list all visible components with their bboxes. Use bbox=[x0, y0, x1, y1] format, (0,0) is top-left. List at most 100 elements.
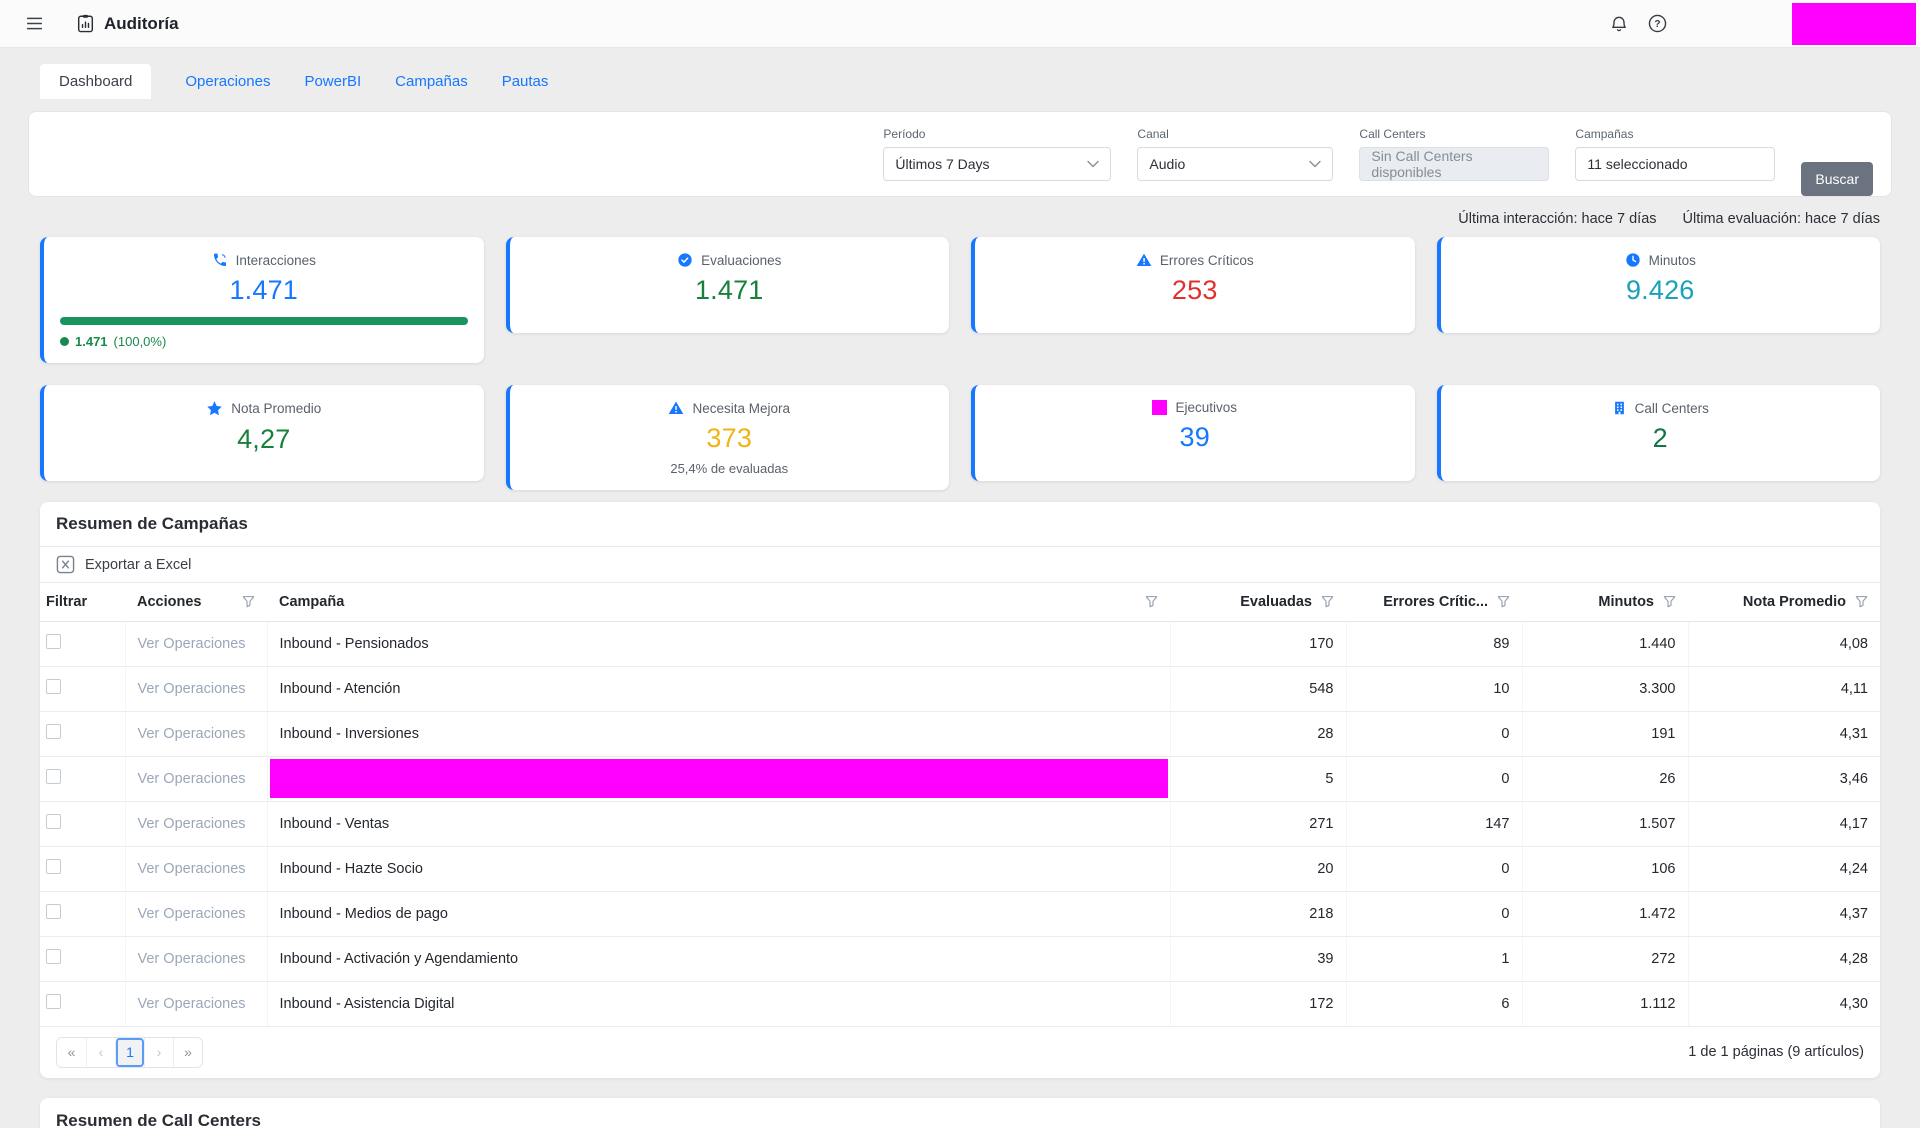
page-next-button[interactable]: › bbox=[144, 1037, 173, 1067]
acciones-cell: Ver Operaciones bbox=[124, 801, 267, 847]
campana-cell: Inbound - Inversiones bbox=[266, 711, 1170, 757]
minutos-cell: 1.507 bbox=[1521, 801, 1688, 847]
errores-criticos-cell: 89 bbox=[1345, 621, 1522, 667]
chevron-down-icon bbox=[1309, 160, 1322, 168]
periodo-select[interactable]: Últimos 7 Days bbox=[883, 147, 1112, 181]
help-icon[interactable]: ? bbox=[1647, 13, 1668, 34]
evaluadas-cell: 28 bbox=[1169, 711, 1346, 757]
table-row: Ver Operaciones Inbound - Activación y Ag… bbox=[40, 936, 1880, 982]
pagination-summary: 1 de 1 páginas (9 artículos) bbox=[1688, 1044, 1864, 1060]
column-header-evaluadas: Evaluadas bbox=[1170, 583, 1346, 622]
phone-icon bbox=[212, 252, 228, 268]
warning-triangle-icon bbox=[668, 400, 684, 416]
row-checkbox[interactable] bbox=[46, 634, 61, 649]
tab-operaciones[interactable]: Operaciones bbox=[185, 73, 271, 90]
kpi-value: 4,27 bbox=[237, 424, 291, 454]
filter-funnel-icon[interactable] bbox=[1663, 595, 1676, 608]
filter-funnel-icon[interactable] bbox=[242, 595, 255, 608]
status-line: Última interacción: hace 7 días Última e… bbox=[40, 211, 1880, 227]
excel-file-icon bbox=[56, 555, 75, 574]
kpi-card-ejecutivos: Ejecutivos 39 bbox=[971, 385, 1415, 481]
kpi-progress-bar bbox=[60, 317, 468, 325]
tab-dashboard[interactable]: Dashboard bbox=[40, 64, 152, 99]
ver-operaciones-link[interactable]: Ver Operaciones bbox=[137, 995, 246, 1012]
campanas-input[interactable] bbox=[1587, 156, 1764, 172]
filtrar-cell bbox=[40, 801, 125, 847]
call-centers-placeholder: Sin Call Centers disponibles bbox=[1371, 148, 1473, 180]
row-checkbox[interactable] bbox=[46, 769, 61, 784]
canal-select[interactable]: Audio bbox=[1137, 147, 1334, 181]
ver-operaciones-link[interactable]: Ver Operaciones bbox=[137, 635, 246, 652]
filter-funnel-icon[interactable] bbox=[1145, 595, 1158, 608]
minutos-cell: 106 bbox=[1521, 846, 1688, 892]
kpi-card-interacciones: Interacciones 1.471 1.471 (100,0%) bbox=[40, 237, 484, 363]
page-first-button[interactable]: « bbox=[57, 1037, 86, 1067]
table-row: Ver Operaciones Inbound - Atención 548 10 3.… bbox=[40, 666, 1880, 712]
row-checkbox[interactable] bbox=[46, 724, 61, 739]
ver-operaciones-link[interactable]: Ver Operaciones bbox=[137, 770, 246, 787]
filtrar-cell bbox=[40, 981, 125, 1027]
tab-bar: Dashboard Operaciones PowerBI Campañas Pauta… bbox=[40, 64, 1880, 99]
ver-operaciones-link[interactable]: Ver Operaciones bbox=[137, 905, 246, 922]
filter-funnel-icon[interactable] bbox=[1855, 595, 1868, 608]
evaluadas-cell: 218 bbox=[1169, 891, 1346, 937]
ver-operaciones-link[interactable]: Ver Operaciones bbox=[137, 815, 246, 832]
page-1-button[interactable]: 1 bbox=[115, 1037, 144, 1067]
kpi-label: Errores Críticos bbox=[1159, 252, 1254, 268]
call-centers-summary-card: Resumen de Call Centers bbox=[40, 1097, 1880, 1128]
ver-operaciones-link[interactable]: Ver Operaciones bbox=[137, 950, 246, 967]
filter-funnel-icon[interactable] bbox=[1321, 595, 1334, 608]
evaluadas-cell: 20 bbox=[1169, 846, 1346, 892]
notifications-bell-icon[interactable] bbox=[1609, 14, 1629, 34]
errores-criticos-cell: 1 bbox=[1345, 936, 1522, 982]
minutos-cell: 26 bbox=[1521, 756, 1688, 802]
kpi-label: Minutos bbox=[1648, 252, 1696, 268]
top-bar: Auditoría ? bbox=[0, 0, 1920, 48]
user-account-redacted-block[interactable] bbox=[1792, 3, 1916, 45]
ver-operaciones-link[interactable]: Ver Operaciones bbox=[137, 860, 246, 877]
acciones-cell: Ver Operaciones bbox=[124, 981, 267, 1027]
acciones-cell: Ver Operaciones bbox=[124, 756, 267, 802]
row-checkbox[interactable] bbox=[46, 994, 61, 1009]
filtrar-cell bbox=[40, 846, 125, 892]
campaign-name: Inbound - Pensionados bbox=[279, 635, 429, 652]
page-last-button[interactable]: » bbox=[173, 1037, 202, 1067]
ver-operaciones-link[interactable]: Ver Operaciones bbox=[137, 680, 246, 697]
minutos-cell: 1.112 bbox=[1521, 981, 1688, 1027]
kpi-subtext: 25,4% de evaluadas bbox=[670, 461, 789, 476]
acciones-cell: Ver Operaciones bbox=[124, 936, 267, 982]
export-excel-button[interactable]: Exportar a Excel bbox=[56, 555, 191, 574]
legend-value: 1.471 bbox=[75, 334, 108, 349]
canal-value: Audio bbox=[1149, 156, 1186, 172]
tab-campa-as[interactable]: Campañas bbox=[395, 73, 468, 90]
page-prev-button[interactable]: ‹ bbox=[86, 1037, 115, 1067]
tab-pautas[interactable]: Pautas bbox=[501, 73, 549, 90]
column-header-nota-promedio: Nota Promedio bbox=[1688, 583, 1880, 622]
row-checkbox[interactable] bbox=[46, 904, 61, 919]
call-centers-field: Call Centers Sin Call Centers disponible… bbox=[1359, 127, 1550, 181]
row-checkbox[interactable] bbox=[46, 859, 61, 874]
ver-operaciones-link[interactable]: Ver Operaciones bbox=[137, 725, 246, 742]
column-header-acciones: Acciones bbox=[125, 583, 267, 622]
hamburger-menu-icon[interactable] bbox=[26, 17, 43, 30]
tab-powerbi[interactable]: PowerBI bbox=[304, 73, 362, 90]
canal-field: Canal Audio bbox=[1137, 127, 1334, 181]
row-checkbox[interactable] bbox=[46, 679, 61, 694]
filter-funnel-icon[interactable] bbox=[1497, 595, 1510, 608]
pagination: « ‹ 1 › » bbox=[56, 1036, 203, 1068]
row-checkbox[interactable] bbox=[46, 814, 61, 829]
campaigns-summary-title: Resumen de Campañas bbox=[40, 502, 1880, 547]
kpi-label: Interacciones bbox=[235, 252, 316, 268]
last-interaction-status: Última interacción: hace 7 días bbox=[1458, 211, 1657, 227]
nota-promedio-cell: 3,46 bbox=[1687, 756, 1880, 802]
star-icon bbox=[206, 400, 223, 417]
kpi-grid: Interacciones 1.471 1.471 (100,0%) Evaluacio… bbox=[40, 237, 1880, 490]
evaluadas-cell: 548 bbox=[1169, 666, 1346, 712]
kpi-label: Nota Promedio bbox=[231, 401, 322, 416]
campana-cell: Inbound - Ventas bbox=[266, 801, 1170, 847]
kpi-value: 2 bbox=[1652, 423, 1668, 453]
buscar-button[interactable]: Buscar bbox=[1801, 162, 1873, 196]
row-checkbox[interactable] bbox=[46, 949, 61, 964]
nota-promedio-cell: 4,11 bbox=[1687, 666, 1880, 712]
nota-promedio-cell: 4,31 bbox=[1687, 711, 1880, 757]
